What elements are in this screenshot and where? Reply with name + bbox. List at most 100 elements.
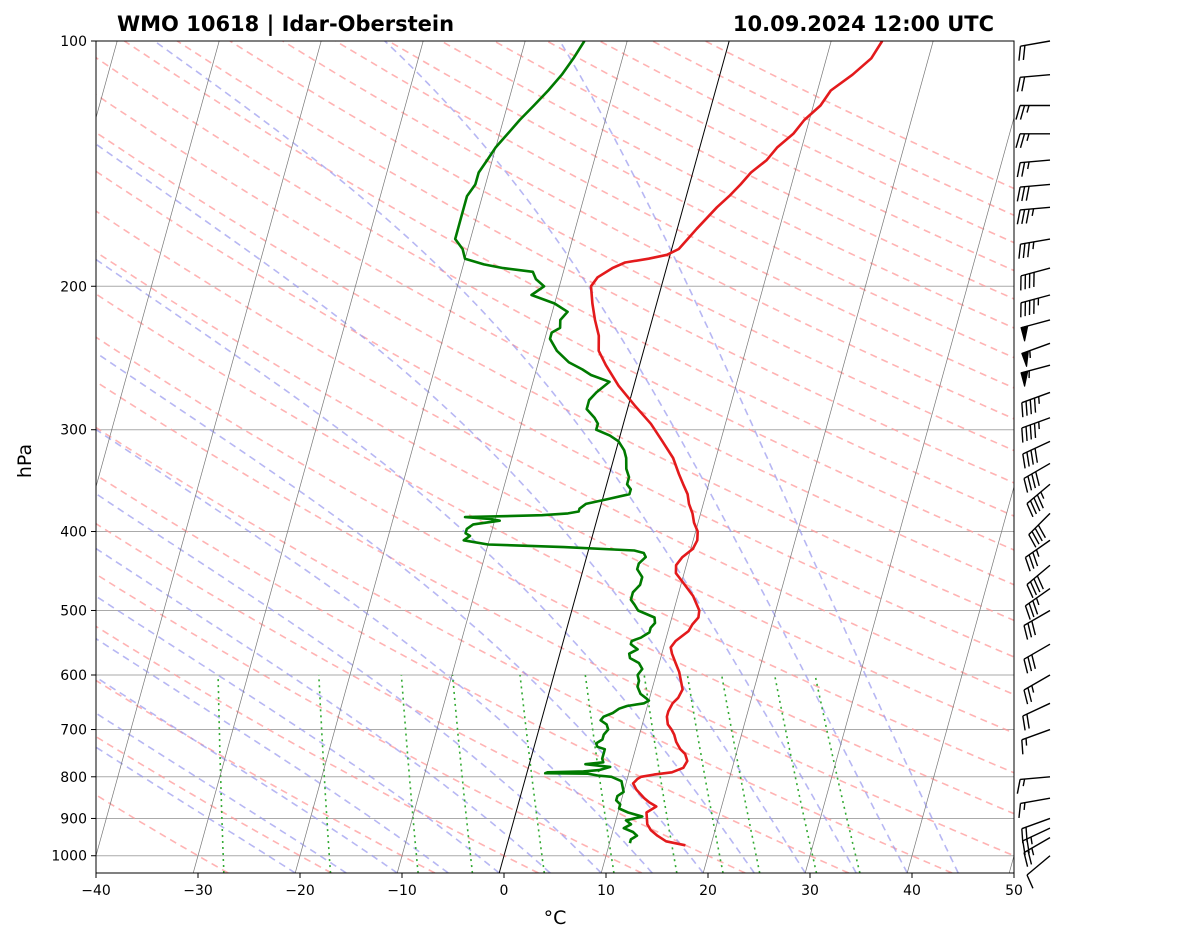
wind-barb-flag bbox=[1022, 715, 1026, 731]
dry-adiabat bbox=[704, 41, 1014, 190]
moist-adiabat bbox=[96, 595, 500, 873]
wind-barb-flag bbox=[1027, 242, 1031, 258]
dry-adiabat bbox=[599, 41, 1014, 244]
dry-adiabat bbox=[96, 56, 1014, 551]
isotherm-line bbox=[96, 41, 322, 858]
wind-barb-flag bbox=[1023, 689, 1029, 705]
wind-barb-shaft bbox=[1021, 391, 1051, 404]
mixing-ratio-line bbox=[814, 674, 861, 873]
wind-barb-flag bbox=[1026, 451, 1030, 467]
wind-barb-half-flag bbox=[1031, 208, 1035, 217]
mixing-ratio-line bbox=[217, 674, 225, 873]
wind-barb-flag bbox=[1032, 552, 1039, 567]
wind-barb-half-flag bbox=[1031, 847, 1035, 856]
dry-adiabat bbox=[96, 210, 1014, 696]
wind-barb-flag bbox=[1027, 656, 1033, 672]
wind-barb-flag bbox=[1018, 46, 1022, 61]
wind-barb-flag bbox=[1028, 602, 1035, 618]
wind-barb-flag bbox=[1025, 827, 1028, 842]
wind-barb-shaft bbox=[1023, 609, 1051, 627]
wind-barb-flag bbox=[1027, 476, 1033, 491]
profile-series bbox=[453, 41, 884, 847]
y-tick-label: 200 bbox=[60, 279, 87, 295]
wind-barb bbox=[1021, 417, 1051, 443]
wind-barb-flag bbox=[1033, 497, 1041, 512]
wind-barb-flag bbox=[1022, 45, 1026, 60]
y-tick-label: 400 bbox=[60, 525, 87, 541]
wind-barb-shaft bbox=[1021, 728, 1051, 741]
wind-barb-shaft bbox=[1023, 462, 1051, 480]
wind-barb-half-flag bbox=[1038, 396, 1040, 404]
x-tick-label: 30 bbox=[801, 883, 819, 899]
wind-barb-shaft bbox=[1020, 74, 1051, 79]
dry-adiabat bbox=[96, 426, 953, 873]
dry-adiabat bbox=[96, 625, 539, 873]
wind-barb-half-flag bbox=[1030, 836, 1033, 845]
mixing-ratio-line bbox=[686, 674, 724, 873]
dry-adiabat bbox=[96, 794, 229, 873]
moist-adiabat bbox=[96, 351, 704, 873]
isotherm-line bbox=[1008, 854, 1014, 873]
wind-barb-flag bbox=[1033, 398, 1037, 413]
dry-adiabat bbox=[96, 336, 1014, 815]
dry-adiabat bbox=[123, 41, 1014, 517]
wind-barb bbox=[1018, 797, 1051, 818]
dry-adiabat bbox=[96, 735, 332, 873]
wind-barb bbox=[1028, 512, 1051, 548]
dry-adiabat bbox=[96, 573, 643, 873]
dry-adiabats bbox=[96, 41, 1014, 873]
mixing-ratio-line bbox=[720, 674, 761, 873]
wind-barb bbox=[1021, 728, 1051, 755]
x-tick-label: 20 bbox=[699, 883, 717, 899]
wind-barb-shaft bbox=[1023, 643, 1051, 660]
dry-adiabat bbox=[96, 522, 746, 873]
wind-barb-flag bbox=[1022, 243, 1026, 258]
wind-barb-column bbox=[1015, 40, 1051, 889]
wind-barb-shaft bbox=[1020, 206, 1051, 211]
dry-adiabat bbox=[96, 170, 1014, 658]
dry-adiabat bbox=[96, 473, 850, 873]
y-tick-label: 600 bbox=[60, 668, 87, 684]
wind-barb-flag bbox=[1023, 625, 1029, 640]
mixing-ratio-line bbox=[400, 674, 419, 873]
wind-barb-flag bbox=[1036, 575, 1044, 590]
wind-barb-flag bbox=[1031, 473, 1037, 489]
moist-adiabat bbox=[384, 41, 908, 873]
wind-barb bbox=[1026, 483, 1051, 518]
wind-barb-shaft bbox=[1022, 702, 1051, 717]
x-axis-label: °C bbox=[544, 907, 567, 929]
wind-barb-half-flag bbox=[1032, 241, 1035, 250]
wind-barb-pennant bbox=[1020, 325, 1029, 342]
isobar-grid bbox=[96, 41, 1014, 857]
x-tick-label: 0 bbox=[500, 883, 509, 899]
wind-barb-shaft bbox=[1023, 674, 1051, 691]
wind-barb-flag bbox=[1015, 133, 1021, 149]
moist-adiabat bbox=[96, 258, 755, 873]
isotherm-line bbox=[396, 41, 628, 873]
wind-barb bbox=[1016, 74, 1051, 92]
wind-barb bbox=[1026, 855, 1051, 889]
wind-barb-flag bbox=[1031, 654, 1037, 669]
dry-adiabat bbox=[493, 41, 1014, 300]
wind-barb-pennant bbox=[1020, 370, 1029, 387]
wind-barb-shaft bbox=[1026, 855, 1051, 876]
wind-barb-shaft bbox=[1025, 539, 1051, 559]
wind-barb-flag bbox=[1016, 209, 1021, 225]
wind-barb-half-flag bbox=[1026, 133, 1030, 142]
wind-barb bbox=[1016, 183, 1051, 202]
x-tick-label: 40 bbox=[903, 883, 921, 899]
wind-barb bbox=[1023, 674, 1051, 705]
moist-adiabat bbox=[96, 712, 347, 873]
wind-barb-flag bbox=[1021, 402, 1024, 418]
dry-adiabat bbox=[282, 41, 1014, 420]
wind-barb-shaft bbox=[1022, 440, 1051, 455]
wind-barb-flag bbox=[1028, 534, 1037, 548]
wind-barb-flag bbox=[1018, 803, 1022, 818]
wind-barb-flag bbox=[1032, 600, 1039, 615]
wind-barb-shaft bbox=[1026, 483, 1051, 505]
wind-barb-flag bbox=[1021, 209, 1026, 224]
wind-barb-shaft bbox=[1020, 267, 1051, 277]
plot-area bbox=[96, 41, 1014, 873]
isotherm-line bbox=[294, 41, 526, 873]
wind-barb-flag bbox=[1019, 133, 1026, 149]
